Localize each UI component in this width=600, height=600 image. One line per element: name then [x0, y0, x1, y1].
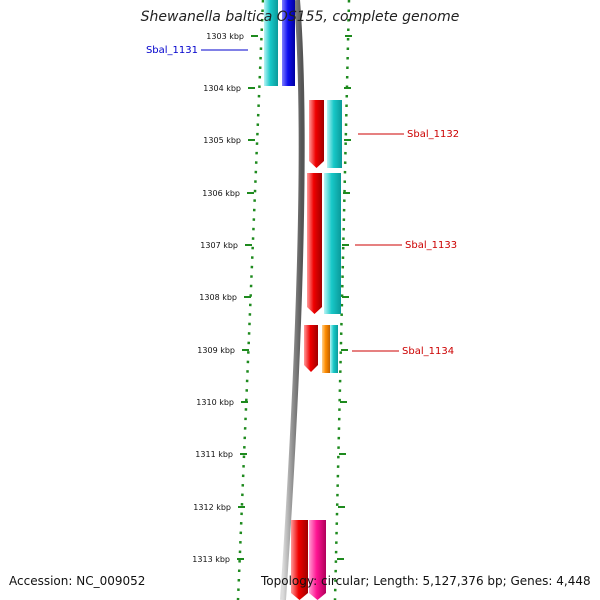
genome-title: Shewanella baltica OS155, complete genom…: [140, 9, 460, 25]
tick-label: 1305 kbp: [203, 136, 241, 145]
tick-label: 1304 kbp: [203, 84, 241, 93]
cyan-feature-bar: [324, 173, 341, 314]
genome-summary: Topology: circular; Length: 5,127,376 bp…: [261, 574, 591, 588]
tick-label: 1311 kbp: [195, 450, 233, 459]
gene-label: Sbal_1133: [405, 240, 457, 251]
magenta-cds-arrow: [309, 520, 326, 600]
tick-label: 1313 kbp: [192, 555, 230, 564]
red-cds-arrow: [304, 325, 318, 372]
tick-label: 1303 kbp: [206, 32, 244, 41]
accession-label: Accession: NC_009052: [9, 574, 146, 588]
tick-label: 1306 kbp: [202, 189, 240, 198]
tick-label: 1307 kbp: [200, 241, 238, 250]
tick-label: 1308 kbp: [199, 293, 237, 302]
gene-label: Sbal_1131: [146, 45, 198, 56]
red-cds-arrow: [291, 520, 308, 600]
tick-label: 1309 kbp: [197, 346, 235, 355]
tick-label: 1310 kbp: [196, 398, 234, 407]
gene-label: Sbal_1132: [407, 129, 459, 140]
left-dotted-axis: [236, 0, 265, 600]
cyan-feature-bar: [264, 0, 278, 86]
gene-label: Sbal_1134: [402, 346, 454, 357]
cyan-feature-bar: [330, 325, 338, 373]
genome-backbone: [280, 0, 305, 600]
blue-feature-bar: [282, 0, 295, 86]
red-cds-arrow: [307, 173, 322, 314]
red-cds-arrow: [309, 100, 324, 168]
orange-feature-bar: [322, 325, 330, 373]
tick-label: 1312 kbp: [193, 503, 231, 512]
cyan-feature-bar: [327, 100, 342, 168]
